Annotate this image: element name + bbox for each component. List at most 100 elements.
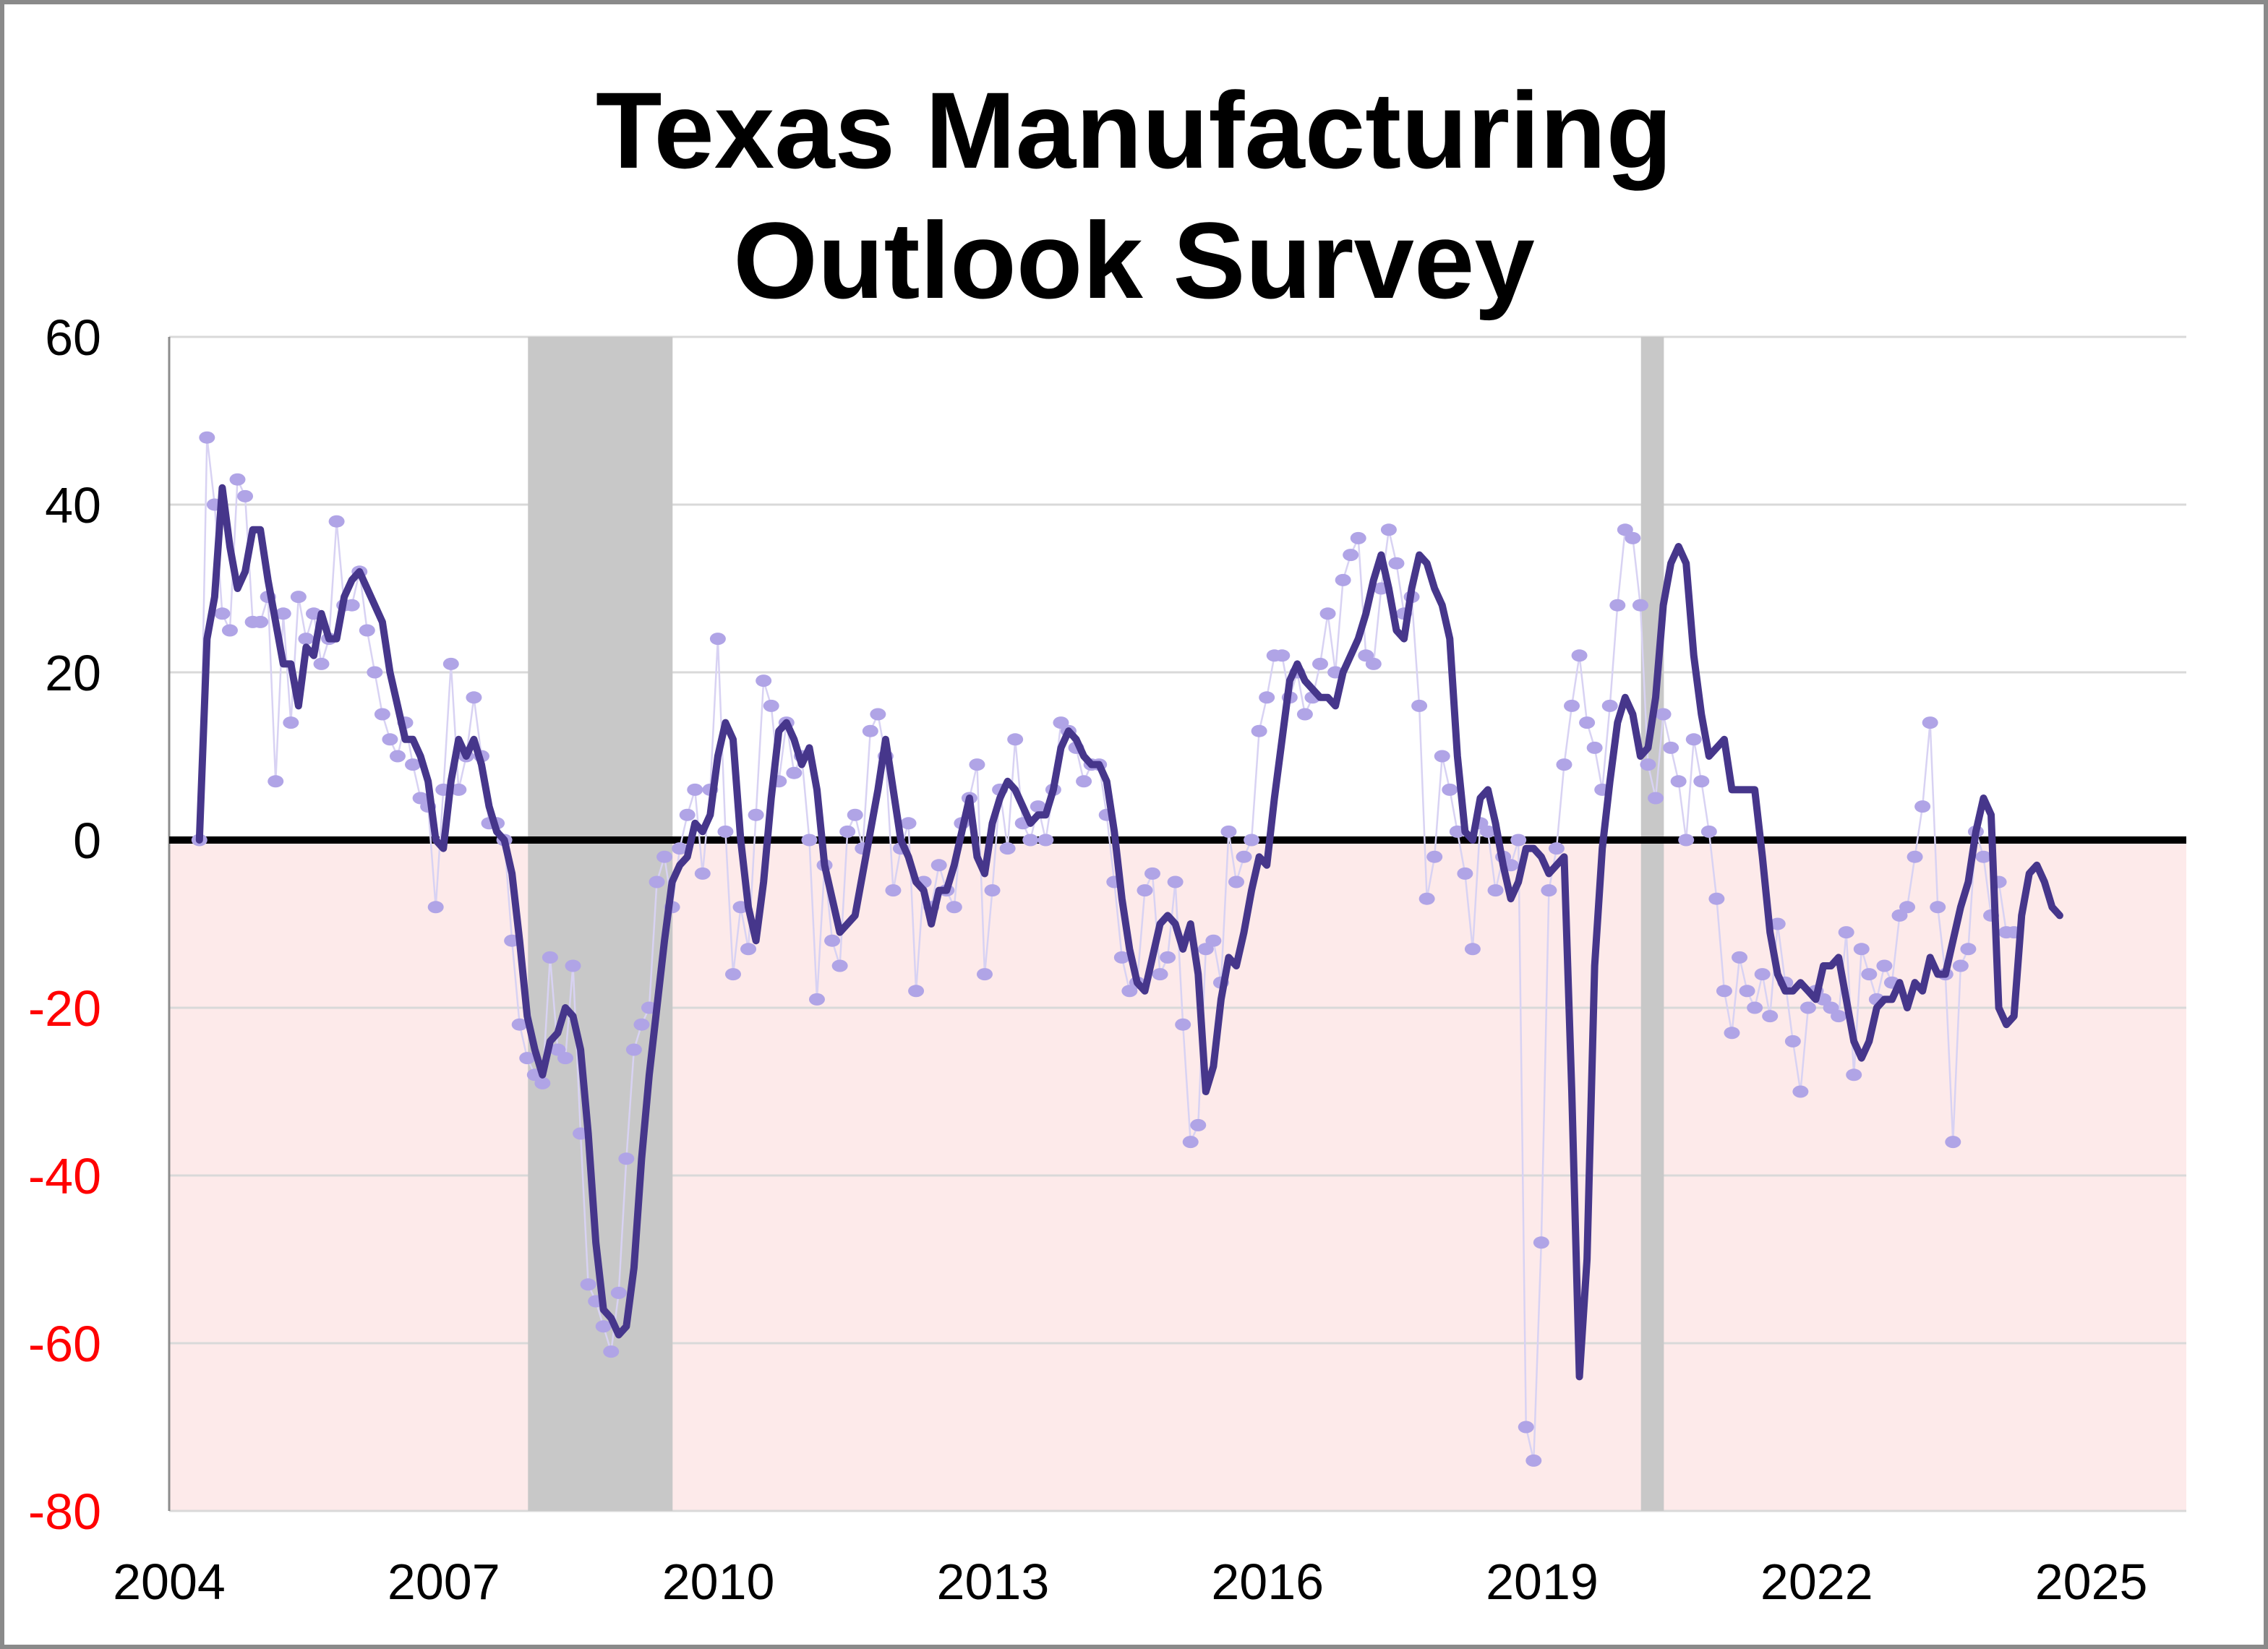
data-point — [740, 943, 757, 956]
data-point — [1762, 1010, 1779, 1023]
x-tick-label: 2016 — [1211, 1554, 1324, 1610]
data-point — [1914, 800, 1931, 813]
data-point — [298, 633, 314, 646]
data-point — [1533, 1236, 1549, 1249]
data-point — [252, 615, 269, 628]
data-point — [1632, 599, 1648, 612]
chart-title-line-2: Outlook Survey — [733, 200, 1535, 321]
data-point — [1335, 573, 1351, 586]
y-tick-label: -20 — [28, 980, 101, 1037]
data-point — [1365, 657, 1382, 670]
data-point — [862, 724, 878, 737]
data-point — [1113, 951, 1130, 964]
data-point — [1480, 825, 1497, 838]
data-point — [1648, 792, 1664, 805]
data-point — [679, 808, 696, 821]
data-point — [466, 691, 482, 704]
data-point — [756, 674, 772, 688]
data-point — [1152, 968, 1168, 981]
data-point — [595, 1320, 612, 1333]
recession-band — [528, 337, 673, 1511]
data-point — [427, 901, 444, 914]
data-point — [1312, 657, 1329, 670]
data-point — [1724, 1027, 1740, 1040]
data-point — [976, 968, 993, 981]
data-point — [1442, 783, 1458, 796]
data-point — [343, 599, 360, 612]
data-point — [900, 817, 917, 830]
x-tick-label: 2022 — [1760, 1554, 1873, 1610]
data-point — [1663, 741, 1679, 754]
data-point — [1708, 892, 1725, 905]
data-point — [687, 783, 703, 796]
data-point — [1464, 943, 1481, 956]
data-point — [1693, 775, 1710, 788]
data-point — [1296, 708, 1313, 721]
data-point — [199, 431, 215, 444]
plot-background-positive — [169, 337, 2186, 840]
data-point — [801, 834, 818, 847]
data-point — [709, 633, 726, 646]
data-point — [1784, 1035, 1801, 1048]
y-tick-label: 0 — [73, 813, 101, 869]
data-point — [717, 825, 734, 838]
data-point — [1037, 834, 1054, 847]
data-point — [831, 959, 848, 972]
data-point — [1678, 834, 1695, 847]
data-point — [442, 657, 459, 670]
y-tick-label: 60 — [45, 309, 101, 366]
data-point — [1853, 943, 1870, 956]
data-point — [1754, 968, 1771, 981]
data-point — [1556, 758, 1572, 771]
data-point — [1861, 968, 1878, 981]
y-tick-label: -40 — [28, 1148, 101, 1204]
data-point — [1518, 1421, 1534, 1434]
x-tick-label: 2004 — [113, 1554, 226, 1610]
data-point — [1137, 884, 1153, 897]
data-point — [229, 473, 246, 486]
data-point — [763, 699, 779, 712]
data-point — [1670, 775, 1687, 788]
data-point — [930, 859, 947, 872]
data-point — [1244, 834, 1260, 847]
data-point — [1952, 959, 1969, 972]
x-tick-label: 2010 — [662, 1554, 775, 1610]
data-point — [610, 1286, 627, 1299]
data-point — [870, 708, 886, 721]
data-point — [839, 825, 856, 838]
y-tick-label: 40 — [45, 477, 101, 534]
data-point — [214, 607, 231, 620]
data-point — [999, 842, 1016, 855]
data-point — [359, 624, 375, 637]
data-point — [1838, 926, 1854, 939]
data-point — [1343, 549, 1359, 562]
data-point — [1846, 1068, 1862, 1082]
data-point — [1190, 1118, 1207, 1131]
data-point — [694, 867, 711, 880]
data-point — [1876, 959, 1893, 972]
data-point — [511, 1018, 528, 1031]
data-point — [1426, 850, 1443, 863]
data-point — [824, 934, 841, 947]
data-point — [1930, 901, 1946, 914]
data-point — [1411, 699, 1428, 712]
data-point — [1831, 1010, 1847, 1023]
data-point — [1579, 716, 1596, 729]
data-point — [649, 875, 665, 888]
data-point — [374, 708, 390, 721]
data-point — [1236, 850, 1252, 863]
data-point — [1945, 1136, 1961, 1149]
data-point — [885, 884, 902, 897]
data-point — [1418, 892, 1435, 905]
data-point — [1548, 842, 1565, 855]
data-point — [268, 775, 284, 788]
data-point — [1259, 691, 1275, 704]
x-tick-label: 2013 — [937, 1554, 1050, 1610]
data-point — [237, 489, 254, 502]
data-point — [1732, 951, 1748, 964]
data-point — [1601, 699, 1618, 712]
data-point — [542, 951, 558, 964]
y-tick-label: 20 — [45, 645, 101, 701]
data-point — [1907, 850, 1923, 863]
x-tick-label: 2019 — [1486, 1554, 1599, 1610]
